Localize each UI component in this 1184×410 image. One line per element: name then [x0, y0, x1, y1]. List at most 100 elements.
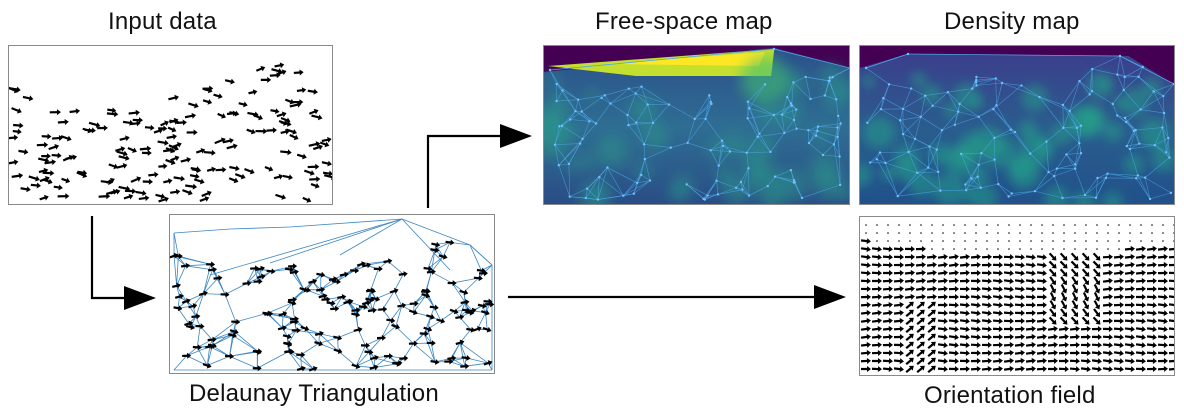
arrow-glyph-icon [916, 341, 925, 350]
arrow-glyph-icon [1135, 366, 1146, 373]
arrow-glyph-icon [1071, 276, 1079, 286]
arrow-glyph-icon [369, 354, 379, 361]
arrow-glyph-icon [449, 308, 459, 315]
arrow-glyph-icon [1124, 366, 1135, 373]
arrow-glyph-icon [314, 340, 324, 347]
arrow-glyph-icon [926, 261, 937, 268]
arrow-glyph-icon [399, 355, 409, 362]
arrow-glyph-icon [904, 261, 915, 268]
arrow-glyph-icon [296, 365, 306, 372]
arrow-glyph-icon [882, 309, 893, 316]
arrow-glyph-icon [860, 293, 871, 300]
arrow-glyph-icon [60, 135, 72, 142]
arrow-glyph-icon [1168, 342, 1174, 349]
arrow-glyph-icon [365, 287, 376, 294]
arrow-glyph-icon [202, 362, 212, 369]
arrow-glyph-icon [1124, 342, 1135, 349]
arrow-glyph-icon [483, 298, 493, 305]
arrow-glyph-icon [1003, 278, 1014, 285]
arrow-glyph-icon [981, 261, 992, 268]
arrow-glyph-icon [1014, 302, 1025, 309]
arrow-glyph-icon [893, 309, 904, 316]
arrow-glyph-icon [351, 363, 361, 370]
arrow-glyph-icon [12, 128, 22, 135]
arrow-glyph-icon [207, 266, 218, 273]
arrow-glyph-icon [992, 302, 1003, 309]
arrow-glyph-icon [1003, 270, 1014, 277]
arrow-glyph-icon [871, 317, 882, 324]
arrow-glyph-icon [229, 328, 239, 335]
arrow-glyph-icon [959, 350, 970, 357]
arrow-glyph-icon [882, 350, 893, 357]
arrow-glyph-icon [275, 193, 287, 200]
arrow-glyph-icon [1003, 325, 1014, 332]
arrow-glyph-icon [220, 291, 230, 298]
arrow-glyph-icon [905, 341, 914, 350]
arrow-glyph-icon [199, 196, 210, 202]
arrow-glyph-icon [916, 317, 925, 326]
arrow-glyph-icon [1113, 277, 1124, 284]
arrow-glyph-icon [242, 280, 252, 287]
arrow-glyph-icon [207, 336, 217, 343]
arrow-glyph-icon [473, 275, 483, 282]
arrow-glyph-icon [1168, 318, 1174, 325]
arrow-glyph-icon [1146, 358, 1157, 365]
arrow-glyph-icon [141, 149, 152, 156]
arrow-glyph-icon [981, 286, 992, 293]
arrow-glyph-icon [202, 85, 214, 92]
arrow-glyph-icon [276, 69, 287, 76]
arrow-glyph-icon [937, 269, 948, 276]
arrow-glyph-icon [287, 296, 298, 303]
arrow-glyph-icon [893, 301, 904, 308]
arrow-glyph-icon [1048, 316, 1057, 325]
arrow-glyph-icon [1036, 254, 1047, 261]
arrow-glyph-icon [1025, 309, 1036, 316]
arrow-glyph-icon [1014, 310, 1025, 317]
arrow-glyph-icon [882, 285, 893, 292]
arrow-glyph-icon [871, 254, 882, 261]
arrow-glyph-icon [871, 349, 882, 356]
arrow-glyph-icon [959, 269, 970, 276]
arrow-glyph-icon [455, 339, 465, 346]
arrow-glyph-icon [1113, 301, 1124, 308]
arrow-glyph-icon [323, 174, 332, 181]
arrow-glyph-icon [871, 278, 882, 285]
arrow-glyph-icon [860, 333, 871, 340]
arrow-glyph-icon [321, 160, 332, 167]
arrow-glyph-icon [128, 109, 140, 116]
arrow-glyph-icon [1091, 350, 1102, 357]
arrow-glyph-icon [426, 313, 435, 320]
arrow-glyph-icon [1146, 245, 1157, 252]
arrow-glyph-icon [927, 301, 936, 310]
arrow-glyph-icon [1113, 358, 1124, 365]
arrow-glyph-icon [1025, 254, 1036, 261]
arrow-glyph-icon [959, 318, 970, 325]
arrow-glyph-icon [970, 334, 981, 341]
arrow-glyph-icon [41, 153, 51, 160]
arrow-glyph-icon [351, 307, 361, 314]
arrow-glyph-icon [1025, 302, 1036, 309]
arrow-glyph-icon [39, 194, 49, 201]
arrow-glyph-icon [1135, 326, 1146, 333]
arrow-glyph-icon [1049, 284, 1057, 294]
arrow-glyph-icon [438, 253, 448, 260]
arrow-glyph-icon [277, 325, 287, 331]
arrow-glyph-icon [1003, 333, 1014, 340]
arrow-glyph-icon [409, 300, 419, 307]
arrow-glyph-icon [69, 108, 81, 115]
arrow-glyph-icon [1058, 357, 1069, 364]
arrow-glyph-icon [308, 141, 321, 148]
arrow-glyph-icon [1069, 350, 1080, 357]
arrow-glyph-icon [124, 188, 137, 195]
arrow-glyph-icon [308, 365, 318, 372]
arrow-glyph-icon [20, 186, 31, 193]
arrow-glyph-icon [948, 342, 959, 349]
arrow-glyph-icon [1059, 268, 1068, 277]
arrow-glyph-icon [1093, 308, 1101, 318]
arrow-glyph-icon [1014, 317, 1025, 324]
arrow-glyph-icon [483, 360, 493, 366]
arrow-glyph-icon [1102, 277, 1113, 284]
arrow-glyph-icon [274, 62, 285, 69]
arrow-glyph-icon [992, 253, 1003, 260]
arrow-glyph-icon [182, 189, 193, 196]
